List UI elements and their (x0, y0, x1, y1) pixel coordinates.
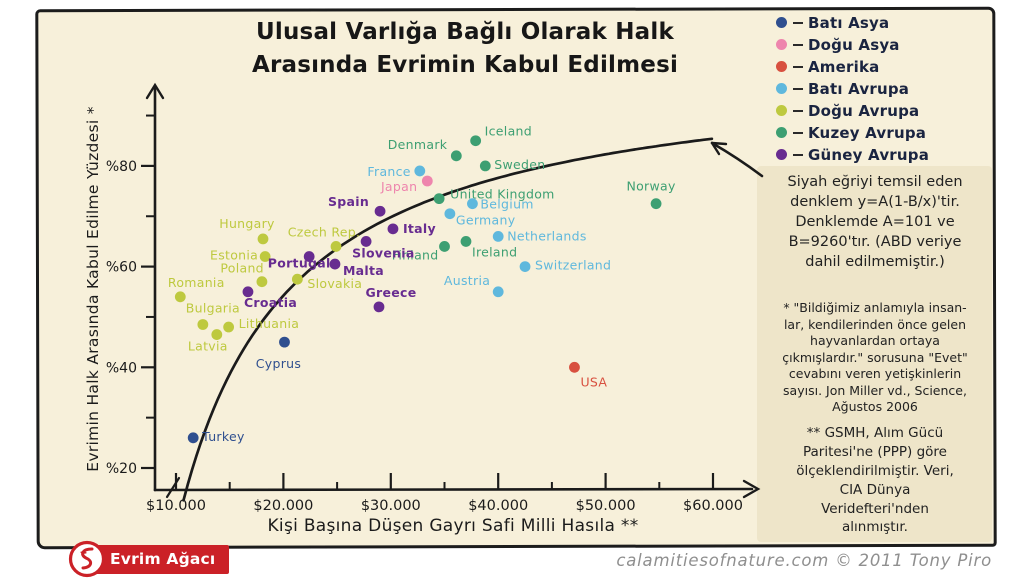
legend-dot-icon (776, 127, 787, 138)
legend-dot-icon (776, 39, 787, 50)
legend-item-kuzey-avrupa: Kuzey Avrupa (776, 123, 990, 142)
footnote-doublestar: ** GSMH, Alım Gücü Paritesi'ne (PPP) gör… (796, 425, 954, 536)
legend-dash-icon (793, 153, 803, 156)
legend-dash-icon (793, 109, 803, 112)
legend-label: Batı Asya (808, 13, 890, 32)
legend-item-do-u-avrupa: Doğu Avrupa (776, 101, 990, 120)
evrim-agaci-logo-icon (68, 540, 106, 578)
legend-item-do-u-asya: Doğu Asya (776, 35, 990, 54)
legend-dot-icon (776, 149, 787, 160)
legend-dot-icon (776, 83, 787, 94)
legend-dash-icon (793, 65, 803, 68)
chart-title-line2: Arasında Evrimin Kabul Edilmesi (251, 52, 679, 78)
legend-item-bat-asya: Batı Asya (776, 13, 990, 32)
legend-dot-icon (776, 17, 787, 28)
legend-dash-icon (793, 21, 803, 24)
legend-label: Kuzey Avrupa (808, 123, 927, 142)
evrim-agaci-logo: Evrim Ağacı (68, 540, 230, 578)
legend-item-amerika: Amerika (776, 57, 990, 76)
brand-name: Evrim Ağacı (84, 544, 230, 574)
legend: Batı Asya Doğu Asya Amerika Batı Avrupa Doğu… (776, 13, 990, 164)
legend-label: Doğu Avrupa (808, 101, 920, 120)
legend-dot-icon (776, 105, 787, 116)
legend-dot-icon (776, 61, 787, 72)
legend-label: Amerika (808, 57, 880, 76)
legend-label: Doğu Asya (808, 35, 900, 54)
legend-dash-icon (793, 43, 803, 46)
footnote-star: * "Bildiğimiz anlamıyla insan- lar, kend… (782, 300, 968, 414)
chart-title-line1: Ulusal Varlığa Bağlı Olarak Halk (256, 19, 674, 45)
legend-dash-icon (793, 87, 803, 90)
attribution: calamitiesofnature.com © 2011 Tony Piro (616, 551, 992, 570)
legend-label: Batı Avrupa (808, 79, 910, 98)
notes-background (757, 166, 992, 542)
legend-item-bat-avrupa: Batı Avrupa (776, 79, 990, 98)
legend-item-g-ney-avrupa: Güney Avrupa (776, 145, 990, 164)
legend-label: Güney Avrupa (808, 145, 930, 164)
legend-dash-icon (793, 131, 803, 134)
equation-note: Siyah eğriyi temsil eden denklem y=A(1-B… (787, 174, 963, 270)
chart-title: Ulusal Varlığa Bağlı Olarak Halk Arasınd… (205, 16, 725, 82)
